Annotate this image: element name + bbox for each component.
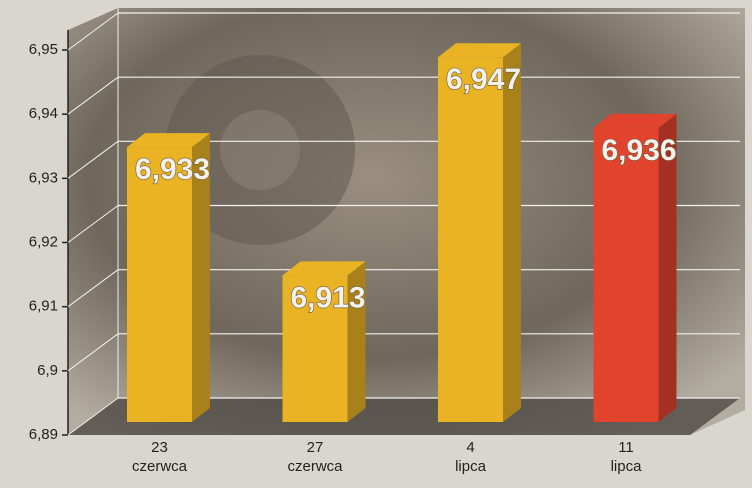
value-label: 6,913 xyxy=(291,281,366,314)
x-tick-label: 4 lipca xyxy=(411,438,531,476)
value-label: 6,936 xyxy=(602,134,677,167)
y-tick-label: 6,93 xyxy=(29,169,58,186)
bar-side xyxy=(503,43,521,422)
x-tick-label: 11 lipca xyxy=(566,438,686,476)
value-label: 6,947 xyxy=(446,63,521,96)
x-tick-label: 27 czerwca xyxy=(255,438,375,476)
gear-decoration xyxy=(220,110,300,190)
bar-front xyxy=(127,147,192,422)
bar xyxy=(438,43,521,422)
bar-front xyxy=(594,128,659,422)
y-tick-label: 6,92 xyxy=(29,233,58,250)
chart-canvas: 6,89 6,9 6,91 6,92 6,93 6,94 6,95 6,933 6,913 6,9… xyxy=(0,0,752,488)
y-tick-label: 6,94 xyxy=(29,105,58,122)
y-tick-label: 6,9 xyxy=(37,362,58,379)
chart: 6,89 6,9 6,91 6,92 6,93 6,94 6,95 6,933 6,913 6,9… xyxy=(0,0,752,488)
y-tick-label: 6,91 xyxy=(29,298,58,315)
x-tick-label: 23 czerwca xyxy=(100,438,220,476)
y-tick-label: 6,89 xyxy=(29,426,58,443)
y-tick-label: 6,95 xyxy=(29,41,58,58)
bar-front xyxy=(438,57,503,422)
value-label: 6,933 xyxy=(135,153,210,186)
